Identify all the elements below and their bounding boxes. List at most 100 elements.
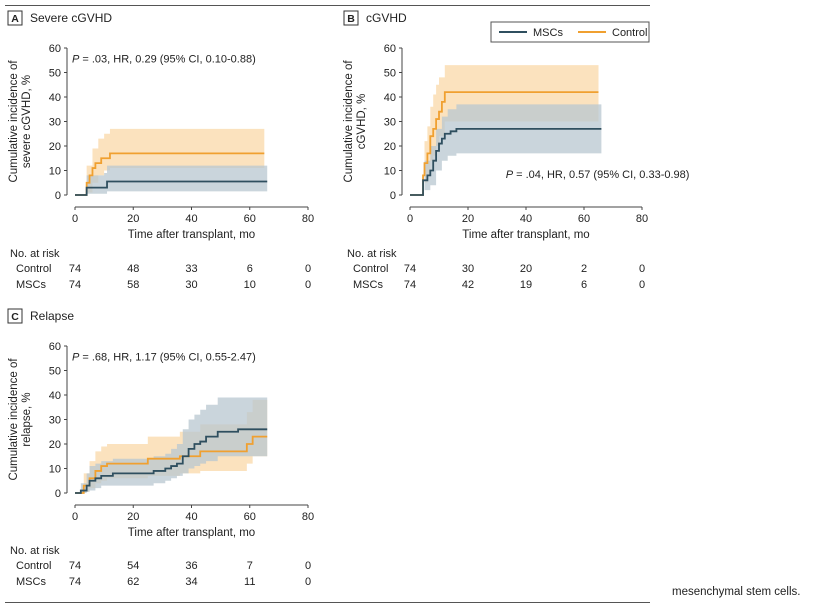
y-axis-label: relapse, %: [21, 392, 33, 446]
risk-value: 58: [127, 279, 139, 291]
risk-value: 0: [305, 560, 311, 572]
risk-value: 74: [404, 279, 416, 291]
y-tick-label: 0: [390, 190, 396, 202]
risk-value: 20: [520, 263, 532, 275]
x-tick-label: 60: [244, 213, 256, 225]
risk-value: 0: [305, 576, 311, 588]
y-tick-label: 40: [49, 390, 61, 402]
y-tick-label: 30: [49, 415, 61, 427]
risk-row-label: MSCs: [353, 279, 383, 291]
risk-value: 11: [244, 576, 255, 588]
y-tick-label: 10: [49, 464, 61, 476]
series-line-msc: [75, 180, 268, 196]
risk-value: 0: [639, 263, 645, 275]
x-tick-label: 40: [185, 213, 197, 225]
series-line-msc: [75, 428, 268, 494]
x-tick-label: 20: [127, 213, 139, 225]
risk-row-label: Control: [16, 263, 51, 275]
y-tick-label: 60: [384, 43, 396, 55]
y-tick-label: 60: [49, 341, 61, 353]
series-line-msc: [410, 127, 602, 196]
panel-letter: C: [11, 311, 19, 323]
y-axis-label: severe cGVHD, %: [21, 75, 33, 168]
x-tick-label: 40: [520, 213, 532, 225]
y-tick-label: 20: [49, 439, 61, 451]
ci-band-msc: [421, 104, 602, 195]
risk-value: 54: [127, 560, 139, 572]
y-tick-label: 0: [55, 488, 61, 500]
risk-row-label: MSCs: [16, 279, 46, 291]
risk-value: 74: [69, 263, 81, 275]
y-axis-label: Cumulative incidence of: [8, 60, 20, 183]
y-tick-label: 30: [49, 117, 61, 129]
risk-value: 0: [305, 263, 311, 275]
panel-letter-box: [7, 308, 23, 324]
ci-band-control: [83, 128, 265, 195]
legend-box: [490, 21, 650, 43]
risk-value: 36: [185, 560, 197, 572]
y-tick-label: 50: [49, 366, 61, 378]
y-tick-label: 60: [49, 43, 61, 55]
legend-label-msc: MSCs: [533, 27, 563, 39]
risk-value: 10: [244, 279, 256, 291]
x-tick-label: 20: [462, 213, 474, 225]
series-line-control: [410, 91, 599, 196]
x-tick-label: 80: [636, 213, 648, 225]
ci-band-control: [421, 65, 599, 196]
y-tick-label: 40: [384, 92, 396, 104]
chart-legend: MSCs Control: [490, 21, 650, 43]
risk-value: 33: [185, 263, 197, 275]
panel-title: Relapse: [30, 309, 74, 323]
risk-value: 2: [581, 263, 587, 275]
panel-title: Severe cGVHD: [30, 11, 112, 25]
caption-fragment: mesenchymal stem cells.: [672, 586, 801, 598]
risk-table-header: No. at risk: [10, 248, 60, 260]
chart-panel-c: C Relapse 0 10 20 30 40 50 60 0 20 40 60 80 Time after…: [7, 308, 314, 588]
risk-value: 30: [462, 263, 474, 275]
x-tick-label: 0: [407, 213, 413, 225]
x-axis-label: Time after transplant, mo: [128, 527, 255, 539]
x-tick-label: 0: [72, 213, 78, 225]
x-tick-label: 60: [578, 213, 590, 225]
panel-title: cGVHD: [366, 11, 407, 25]
risk-value: 42: [462, 279, 474, 291]
panel-letter: A: [11, 13, 19, 25]
risk-value: 30: [185, 279, 197, 291]
x-tick-label: 80: [302, 511, 314, 523]
y-axis-label: Cumulative incidence of: [343, 60, 355, 183]
y-tick-label: 0: [55, 190, 61, 202]
p-value-annotation: P = .04, HR, 0.57 (95% CI, 0.33-0.98): [506, 169, 690, 181]
x-tick-label: 20: [127, 511, 139, 523]
y-tick-label: 10: [384, 166, 396, 178]
y-tick-label: 50: [384, 68, 396, 80]
risk-row-label: MSCs: [16, 576, 46, 588]
top-rule: [5, 5, 650, 6]
risk-value: 6: [581, 279, 587, 291]
panel-letter-box: [343, 10, 359, 26]
x-tick-label: 0: [72, 511, 78, 523]
risk-value: 7: [247, 560, 253, 572]
risk-value: 74: [404, 263, 416, 275]
y-tick-label: 10: [49, 166, 61, 178]
risk-value: 0: [639, 279, 645, 291]
x-tick-label: 80: [302, 213, 314, 225]
x-axis-label: Time after transplant, mo: [462, 229, 589, 241]
y-axis-label: Cumulative incidence of: [8, 358, 20, 481]
risk-value: 62: [127, 576, 139, 588]
risk-value: 6: [247, 263, 253, 275]
risk-value: 74: [69, 560, 81, 572]
panel-letter: B: [347, 13, 355, 25]
risk-value: 48: [127, 263, 139, 275]
y-tick-label: 50: [49, 68, 61, 80]
y-tick-label: 40: [49, 92, 61, 104]
ci-band-msc: [83, 165, 268, 195]
y-tick-label: 30: [384, 117, 396, 129]
risk-value: 0: [305, 279, 311, 291]
bottom-rule: [5, 602, 650, 603]
x-tick-label: 40: [185, 511, 197, 523]
risk-value: 34: [185, 576, 197, 588]
y-tick-label: 20: [49, 141, 61, 153]
p-value-annotation: P = .03, HR, 0.29 (95% CI, 0.10-0.88): [72, 54, 256, 66]
